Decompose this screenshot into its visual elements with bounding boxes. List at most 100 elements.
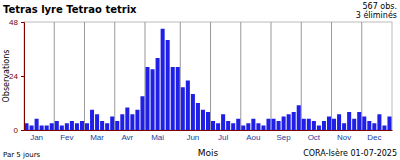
x-tick-label: Mar bbox=[90, 133, 104, 142]
bar bbox=[357, 112, 361, 130]
x-tick-label: Mai bbox=[151, 133, 164, 142]
bar bbox=[30, 126, 34, 131]
y-tick-label: 48 bbox=[9, 18, 18, 27]
bar bbox=[367, 121, 371, 130]
bar bbox=[105, 123, 109, 130]
bar bbox=[125, 108, 129, 131]
bar bbox=[186, 81, 190, 131]
x-tick: Nov bbox=[337, 133, 351, 142]
bar bbox=[50, 123, 54, 130]
bar bbox=[75, 123, 79, 130]
plot-frame bbox=[24, 22, 392, 130]
bar bbox=[156, 58, 160, 130]
bar bbox=[145, 67, 149, 130]
x-tick-label: Jun bbox=[186, 133, 199, 142]
x-tick: Jun bbox=[186, 133, 199, 142]
bar bbox=[201, 110, 205, 130]
bar bbox=[387, 117, 391, 131]
bar bbox=[65, 123, 69, 130]
annotation: CORA-Isère 01-07-2025 bbox=[303, 148, 397, 158]
bar bbox=[307, 119, 311, 130]
bar bbox=[85, 123, 89, 130]
bar bbox=[342, 123, 346, 130]
bar bbox=[161, 29, 165, 130]
grid-line bbox=[84, 22, 85, 130]
bar bbox=[272, 119, 276, 130]
bar bbox=[115, 121, 119, 130]
bar bbox=[151, 69, 155, 130]
x-tick: Sep bbox=[276, 133, 291, 142]
y-axis-line bbox=[21, 23, 25, 131]
y-tick: 24 bbox=[9, 72, 24, 81]
bar bbox=[80, 121, 84, 130]
y-tick: 0 bbox=[14, 126, 24, 135]
bar bbox=[100, 121, 104, 130]
x-axis-line bbox=[25, 130, 393, 131]
bar bbox=[337, 114, 341, 130]
bars bbox=[25, 29, 392, 130]
bar bbox=[292, 112, 296, 130]
bar bbox=[216, 123, 220, 130]
bar bbox=[70, 121, 74, 130]
y-axis: 0 24 48 bbox=[9, 18, 24, 135]
bar bbox=[211, 121, 215, 130]
bar bbox=[322, 121, 326, 130]
grid-line bbox=[54, 22, 55, 130]
bar bbox=[95, 114, 99, 130]
y-tick-mark bbox=[21, 22, 24, 23]
bar bbox=[251, 119, 255, 130]
bar bbox=[35, 119, 39, 130]
bar bbox=[196, 103, 200, 130]
bar bbox=[377, 114, 381, 130]
x-tick-label: Fev bbox=[60, 133, 73, 142]
title: Tetras lyre Tetrao tetrix bbox=[3, 4, 137, 15]
y-label: Observations bbox=[2, 50, 11, 103]
bar bbox=[140, 96, 144, 130]
bar bbox=[135, 110, 139, 130]
grid-line bbox=[114, 22, 115, 130]
bar bbox=[312, 121, 316, 130]
x-tick-label: Avr bbox=[121, 133, 133, 142]
bar bbox=[171, 67, 175, 130]
x-tick-label: Dec bbox=[367, 133, 381, 142]
bar bbox=[181, 87, 185, 130]
bar bbox=[241, 126, 245, 131]
x-tick: Oct bbox=[308, 133, 321, 142]
bar bbox=[297, 105, 301, 130]
bar bbox=[266, 119, 270, 130]
x-tick-label: Jan bbox=[30, 133, 43, 142]
x-tick: Dec bbox=[367, 133, 381, 142]
y-tick: 48 bbox=[9, 18, 24, 27]
x-tick-label: Nov bbox=[337, 133, 351, 142]
bar bbox=[45, 126, 49, 131]
x-tick-label: Aou bbox=[246, 133, 260, 142]
x-label: Mois bbox=[198, 148, 219, 158]
bar bbox=[40, 126, 44, 131]
bar bbox=[60, 126, 64, 131]
annotation: 3 éliminés bbox=[356, 10, 397, 20]
x-axis: Jan Fev Mar Avr Mai Jun Jul Aou Sep Oct Nov Dec bbox=[25, 131, 393, 143]
x-tick: Aou bbox=[246, 133, 260, 142]
bar bbox=[231, 123, 235, 130]
grid-line bbox=[361, 22, 362, 130]
bar bbox=[176, 67, 180, 130]
bar bbox=[261, 126, 265, 131]
bar bbox=[120, 114, 124, 130]
bar bbox=[282, 117, 286, 131]
bar bbox=[327, 117, 331, 131]
bar bbox=[191, 94, 195, 130]
grid-line bbox=[271, 22, 272, 130]
bar bbox=[206, 112, 210, 130]
x-tick-label: Jul bbox=[218, 133, 228, 142]
bar bbox=[382, 126, 386, 131]
x-tick-label: Sep bbox=[276, 133, 291, 142]
bar bbox=[362, 117, 366, 131]
bar bbox=[347, 112, 351, 130]
x-tick: Mai bbox=[151, 133, 164, 142]
bar bbox=[277, 121, 281, 130]
bar bbox=[332, 119, 336, 130]
grid-line bbox=[180, 22, 181, 130]
bar bbox=[55, 121, 59, 130]
x-tick: Mar bbox=[90, 133, 104, 142]
x-tick: Jul bbox=[218, 133, 228, 142]
